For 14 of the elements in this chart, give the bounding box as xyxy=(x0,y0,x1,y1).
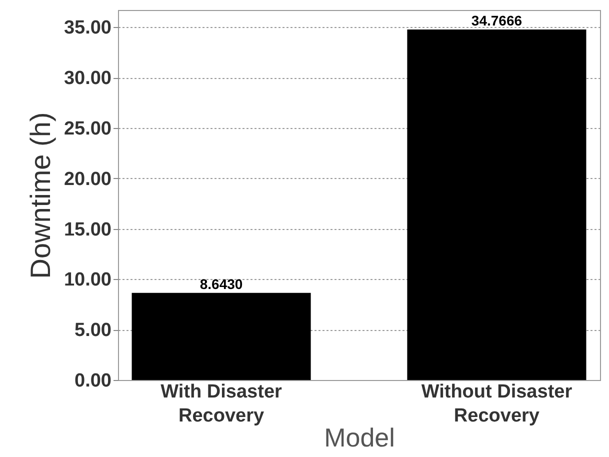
y-tick-label: 15.00 xyxy=(64,219,112,240)
y-tick-label: 5.00 xyxy=(74,320,112,342)
y-tick-label: 20.00 xyxy=(64,168,112,190)
y-tick-label: 35.00 xyxy=(64,18,112,39)
y-tick-label: 10.00 xyxy=(64,270,112,291)
y-axis-title: Downtime (h) xyxy=(24,112,56,279)
x-tick-label: Without Disaster Recovery xyxy=(421,382,573,426)
x-tick-label: With Disaster Recovery xyxy=(160,382,283,426)
data-label: 34.7666 xyxy=(471,12,522,28)
y-tick-label: 0.00 xyxy=(74,370,112,392)
y-tick-label: 25.00 xyxy=(64,118,112,140)
x-axis-title: Model xyxy=(324,422,395,452)
y-tick-label: 30.00 xyxy=(64,68,112,90)
data-label: 8.6430 xyxy=(200,276,243,292)
